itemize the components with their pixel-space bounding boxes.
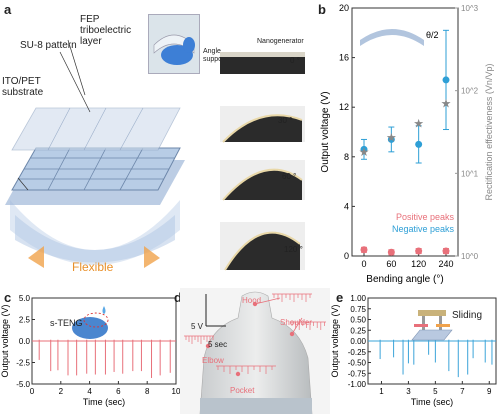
chart-b-negative-point xyxy=(387,135,395,143)
su8-pattern-label: SU-8 pattern xyxy=(20,40,77,51)
chart-e-ytick-label: -0.75 xyxy=(348,369,367,378)
panel-a-label: a xyxy=(4,2,12,17)
panel-c-label: c xyxy=(4,290,12,305)
panel-d-label: d xyxy=(174,290,182,305)
chart-c-ytick-label: 2.5 xyxy=(19,316,31,325)
chart-c-ytick-label: -2.5 xyxy=(16,359,30,368)
chart-e-xlabel: Time (sec) xyxy=(411,397,453,407)
chart-c-ylabel: Output voltage (V) xyxy=(0,304,10,377)
chart-c-xtick-label: 2 xyxy=(59,387,64,396)
chart-b-positive-point xyxy=(442,247,450,255)
scale-voltage-label: 5 V xyxy=(191,322,204,331)
nanogenerator-label: Nanogenerator xyxy=(257,38,304,45)
chart-b-gray-star: ★ xyxy=(386,131,397,145)
angle-0-label: 0 ° xyxy=(290,56,300,65)
chart-b-frame xyxy=(351,7,459,257)
panel-b-label: b xyxy=(318,2,326,17)
chart-e-ytick-label: 0.25 xyxy=(350,326,366,335)
location-pocket: Pocket xyxy=(230,386,255,395)
chart-e-xtick-label: 3 xyxy=(406,387,411,396)
chart-b-y2label: Rectification effectiveness (Vn/Vp) xyxy=(484,64,494,201)
scale-time-label: 5 sec xyxy=(208,340,228,349)
chart-b-xtick-label: 240 xyxy=(438,259,453,269)
chart-e-xtick-label: 1 xyxy=(379,387,384,396)
panel-e-label: e xyxy=(336,290,344,305)
chart-b-ytick-label: 4 xyxy=(344,201,349,211)
location-hood: Hood xyxy=(242,296,262,305)
ito-pet-label: ITO/PET substrate xyxy=(2,76,44,98)
chart-b-gray-star: ★ xyxy=(441,96,452,110)
chart-c-xtick-label: 8 xyxy=(145,387,150,396)
chart-b-positive-point xyxy=(415,247,423,255)
chart-e-ytick-label: -0.50 xyxy=(348,359,367,368)
chart-b-y2tick-label: 10^1 xyxy=(461,169,479,178)
bending-angle-photos xyxy=(220,52,305,271)
chart-e-xtick-label: 5 xyxy=(433,387,438,396)
chart-e-ytick-label: 0.00 xyxy=(350,337,366,346)
chart-b-inset-device xyxy=(360,29,424,46)
angle-60-label: 60 ° xyxy=(282,172,297,181)
chart-b-legend-positive: Positive peaks xyxy=(396,212,455,222)
chart-b-positive-point xyxy=(387,248,395,256)
chart-b-ytick-label: 12 xyxy=(339,102,349,112)
angle-support-label: Angle support xyxy=(203,48,227,63)
chart-b-negative-point xyxy=(360,145,368,153)
chart-b-positive-point xyxy=(360,246,368,254)
chart-b-ytick-label: 20 xyxy=(339,3,349,13)
chart-e-ytick-label: 0.50 xyxy=(350,316,366,325)
chart-b-theta-label: θ/2 xyxy=(426,30,439,40)
chart-c-steng: 5.0 2.5 0.0 -2.5 -5.00 2 4 6 8 10 Time (sec) Output… xyxy=(0,294,180,407)
chart-c-xtick-label: 4 xyxy=(87,387,92,396)
chart-e-sliding: 1.00 0.75 0.500.25 0.00 -0.25 -0.50-0.75 -1.00… xyxy=(330,294,497,407)
chart-c-xtick-label: 10 xyxy=(172,387,180,396)
chart-b-bending: 0 4 8 12 16 20 0 60 120 240 10^0 10^1 10^2 10^3 Bendin… xyxy=(320,3,494,285)
steng-label: s-TENG xyxy=(50,318,83,328)
chart-e-ylabel: Output voltage (V) xyxy=(330,304,340,377)
chart-b-ytick-label: 0 xyxy=(344,251,349,261)
chart-c-xtick-label: 6 xyxy=(116,387,121,396)
chart-b-negative-point xyxy=(442,76,450,84)
angle-30-label: 30 ° xyxy=(278,116,293,125)
hand-bending-photo xyxy=(148,14,200,74)
chart-b-ylabel: Output voltage (V) xyxy=(320,91,331,172)
chart-b-legend-negative: Negative peaks xyxy=(392,224,455,234)
chart-c-ytick-label: 0.0 xyxy=(19,337,31,346)
chart-b-xtick-label: 0 xyxy=(361,259,366,269)
flexible-label: Flexible xyxy=(72,260,114,274)
chart-e-xtick-label: 7 xyxy=(460,387,465,396)
chart-e-ytick-label: 1.00 xyxy=(350,294,366,303)
chart-b-negative-point xyxy=(415,140,423,148)
chart-b-xtick-label: 120 xyxy=(411,259,426,269)
chart-e-ytick-label: -0.25 xyxy=(348,348,367,357)
chart-b-ytick-label: 16 xyxy=(339,53,349,63)
chart-b-xlabel: Bending angle (°) xyxy=(366,274,443,285)
chart-c-xlabel: Time (sec) xyxy=(83,397,125,407)
chart-c-xtick-label: 0 xyxy=(30,387,35,396)
raincoat-photo xyxy=(180,288,330,414)
angle-120-label: 120 ° xyxy=(284,245,303,254)
sliding-device-illustration xyxy=(410,306,454,346)
chart-b-ytick-label: 8 xyxy=(344,152,349,162)
teng-device-illustration xyxy=(5,39,185,268)
chart-b-gray-star: ★ xyxy=(359,145,370,159)
location-elbow: Elbow xyxy=(202,356,224,365)
chart-b-y2tick-label: 10^2 xyxy=(461,87,479,96)
location-shoulder: Shoulder xyxy=(280,318,313,327)
chart-b-y2tick-label: 10^0 xyxy=(461,252,479,261)
chart-c-ytick-label: -5.0 xyxy=(16,380,30,389)
chart-b-xtick-label: 60 xyxy=(386,259,396,269)
sliding-label: Sliding xyxy=(452,310,483,321)
chart-e-xtick-label: 9 xyxy=(487,387,492,396)
chart-e-ytick-label: 0.75 xyxy=(350,305,366,314)
fep-layer-label: FEP triboelectric layer xyxy=(80,14,132,47)
chart-c-ytick-label: 5.0 xyxy=(19,294,31,303)
steng-hand-photo xyxy=(68,306,112,340)
chart-b-gray-star: ★ xyxy=(413,117,424,131)
chart-e-ytick-label: -1.00 xyxy=(348,380,367,389)
chart-b-y2tick-label: 10^3 xyxy=(461,4,479,13)
